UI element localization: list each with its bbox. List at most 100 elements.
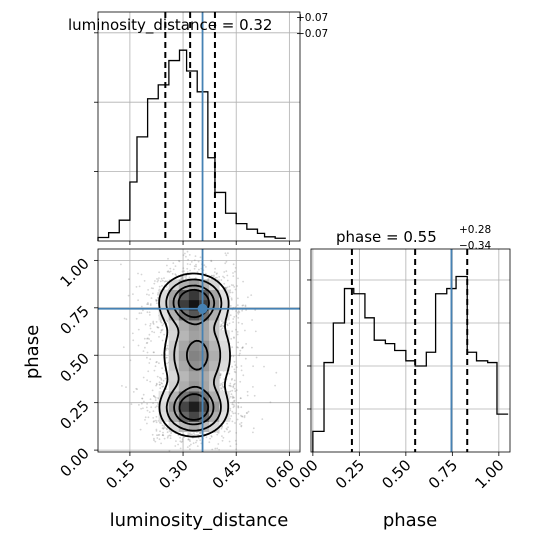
sample-point <box>237 406 240 408</box>
density-cell <box>178 279 190 290</box>
sample-point <box>195 441 197 444</box>
sample-point <box>220 279 223 281</box>
sample-point <box>150 297 153 299</box>
sample-point <box>221 439 224 442</box>
sample-point <box>174 265 177 267</box>
sample-point <box>240 406 243 409</box>
sample-point <box>146 351 149 354</box>
sample-point <box>221 426 224 428</box>
sample-point <box>137 328 140 331</box>
sample-point <box>159 320 162 323</box>
sample-point <box>153 437 155 440</box>
sample-point <box>220 387 222 389</box>
sample-point <box>220 324 223 327</box>
sample-point <box>214 276 217 279</box>
phase-y-tick-label: 0.75 <box>56 302 92 338</box>
sample-point <box>143 280 146 282</box>
sample-point <box>174 273 177 276</box>
sample-point <box>226 274 229 277</box>
sample-point <box>253 394 256 397</box>
sample-point <box>263 365 265 368</box>
sample-point <box>157 293 159 296</box>
sample-point <box>154 440 157 443</box>
sample-point <box>220 328 223 331</box>
sample-point <box>250 294 253 296</box>
sample-point <box>143 337 146 340</box>
sample-point <box>193 432 195 435</box>
phase-x-tick-label: 0.75 <box>425 456 461 492</box>
sample-point <box>232 272 234 274</box>
sample-point <box>190 443 192 446</box>
sample-point <box>228 322 231 325</box>
sample-point <box>198 268 200 271</box>
sample-point <box>228 285 231 288</box>
sample-point <box>158 438 161 441</box>
sample-point <box>146 341 149 344</box>
sample-point <box>238 311 241 314</box>
sample-point <box>147 302 149 304</box>
sample-point <box>244 305 247 308</box>
sample-point <box>168 271 171 274</box>
sample-point <box>140 312 143 314</box>
sample-point <box>223 282 226 285</box>
x-axis-label-luminosity-distance: luminosity_distance <box>110 510 289 531</box>
sample-point <box>252 386 254 388</box>
sample-point <box>214 267 217 270</box>
sample-point <box>241 346 244 348</box>
sample-point <box>144 416 147 419</box>
sample-point <box>142 350 145 352</box>
sample-point <box>241 322 244 325</box>
sample-point <box>140 407 143 410</box>
sample-point <box>230 415 233 417</box>
sample-point <box>274 384 276 387</box>
density-cell <box>168 411 180 422</box>
sample-point <box>159 387 162 390</box>
sample-point <box>175 440 177 442</box>
sample-point <box>233 387 236 390</box>
sample-point <box>157 326 159 329</box>
sample-point <box>151 389 154 392</box>
sample-point <box>155 302 158 305</box>
sample-point <box>210 435 213 437</box>
density-cell <box>178 299 190 311</box>
sample-point <box>237 317 240 319</box>
sample-point <box>193 267 196 270</box>
phase-y-tick-label: 0.00 <box>56 444 92 480</box>
sample-point <box>196 271 199 273</box>
sample-point <box>149 323 152 325</box>
sample-point <box>219 384 222 387</box>
sample-point <box>177 434 180 437</box>
density-cell <box>209 279 220 290</box>
truth-point <box>197 303 208 314</box>
sample-point <box>235 315 238 317</box>
sample-point <box>146 303 149 306</box>
sample-point <box>220 387 223 390</box>
sample-point <box>233 383 235 386</box>
sample-point <box>132 391 135 393</box>
sample-point <box>237 406 240 409</box>
sample-point <box>181 440 184 443</box>
sample-point <box>180 277 182 279</box>
sample-point <box>163 280 166 283</box>
sample-point <box>186 263 189 265</box>
sample-point <box>186 271 189 274</box>
sample-point <box>162 379 165 382</box>
sample-point <box>193 259 196 262</box>
sample-point <box>188 439 191 441</box>
density-cell <box>209 360 220 372</box>
sample-point <box>239 349 242 352</box>
phase-x-tick-label: 1.00 <box>471 456 507 492</box>
sample-point <box>252 431 254 434</box>
sample-point <box>155 300 158 302</box>
sample-point <box>234 288 237 291</box>
sample-point <box>233 382 236 385</box>
density-cell <box>188 289 200 301</box>
sample-point <box>240 365 243 367</box>
sample-point <box>195 265 198 268</box>
sample-point <box>154 280 156 282</box>
density-cell <box>188 411 200 422</box>
sample-point <box>189 432 191 435</box>
sample-point <box>226 428 229 431</box>
sample-point <box>152 351 155 354</box>
sample-point <box>158 336 160 338</box>
